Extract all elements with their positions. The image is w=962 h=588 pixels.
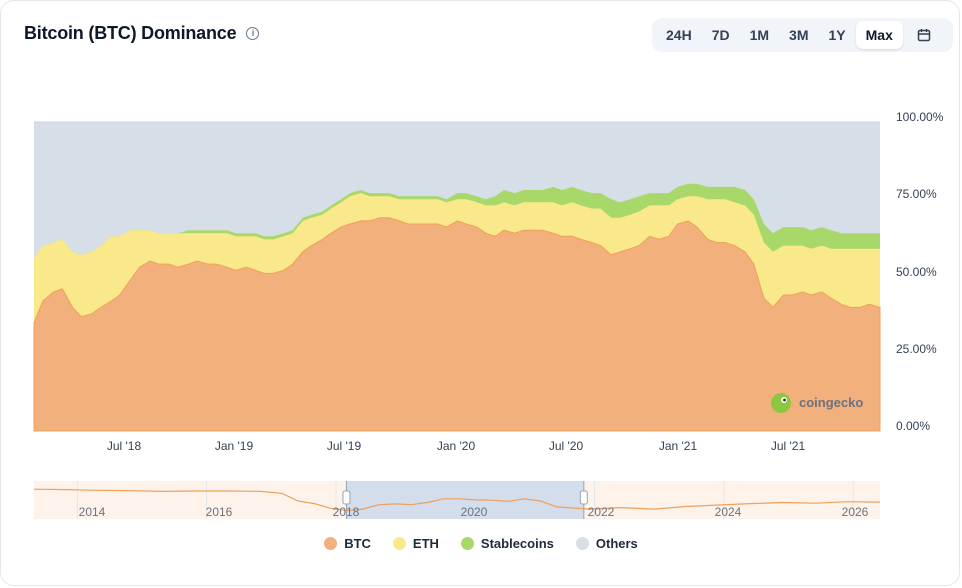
navigator-year-label: 2024: [715, 505, 742, 519]
page-title: Bitcoin (BTC) Dominance: [24, 23, 237, 43]
navigator-right-handle[interactable]: [579, 490, 588, 505]
navigator-year-label: 2020: [461, 505, 488, 519]
x-tick-label: Jan '21: [659, 439, 698, 453]
legend-label: ETH: [412, 536, 439, 551]
x-tick-label: Jul '18: [107, 439, 142, 453]
navigator-year-labels: 2014 2016 2018 2020 2022 2024 2026: [79, 505, 869, 519]
chart-title-row: Bitcoin (BTC) Dominance i: [24, 23, 260, 44]
y-tick-label: 75.00%: [896, 187, 937, 201]
calendar-icon[interactable]: [909, 22, 939, 48]
legend-label: Stablecoins: [480, 536, 554, 551]
navigator-selection: [346, 481, 584, 519]
watermark-text: coingecko: [799, 395, 863, 410]
x-tick-label: Jul '21: [771, 439, 806, 453]
tab-1m[interactable]: 1M: [749, 27, 770, 43]
legend-label: BTC: [344, 536, 371, 551]
y-tick-label: 25.00%: [896, 342, 937, 356]
y-tick-label: 100.00%: [896, 110, 944, 124]
legend: BTC ETH Stablecoins Others: [0, 536, 962, 551]
coingecko-logo-icon: [771, 393, 791, 413]
coingecko-watermark: coingecko: [771, 393, 863, 413]
navigator-year-label: 2016: [206, 505, 233, 519]
navigator-year-label: 2026: [842, 505, 869, 519]
tab-1y[interactable]: 1Y: [828, 27, 846, 43]
tab-max[interactable]: Max: [855, 21, 903, 49]
legend-item-btc[interactable]: BTC: [324, 536, 371, 551]
x-tick-label: Jul '20: [549, 439, 584, 453]
navigator-left-handle[interactable]: [342, 490, 351, 505]
x-tick-label: Jan '19: [215, 439, 254, 453]
tab-3m[interactable]: 3M: [789, 27, 809, 43]
x-tick-label: Jan '20: [437, 439, 476, 453]
navigator-year-label: 2014: [79, 505, 106, 519]
legend-item-stablecoins[interactable]: Stablecoins: [460, 536, 554, 551]
legend-swatch: [324, 537, 338, 550]
legend-item-eth[interactable]: ETH: [392, 536, 439, 551]
tab-24h[interactable]: 24H: [666, 27, 692, 43]
tab-7d[interactable]: 7D: [711, 27, 730, 43]
navigator-btc-line: [33, 488, 881, 512]
plot-area: [33, 121, 881, 432]
info-icon[interactable]: i: [246, 27, 260, 40]
navigator[interactable]: [33, 481, 881, 519]
navigator-year-label: 2022: [588, 505, 615, 519]
y-tick-label: 0.00%: [896, 419, 930, 433]
time-range-tabs: 24H 7D 1M 3M 1Y Max: [652, 18, 953, 52]
y-axis: 0.00% 25.00% 50.00% 75.00% 100.00%: [896, 110, 944, 433]
legend-label: Others: [595, 536, 638, 551]
x-tick-label: Jul '19: [327, 439, 362, 453]
x-axis: Jul '18 Jan '19 Jul '19 Jan '20 Jul '20 …: [107, 439, 806, 453]
navigator-year-label: 2018: [333, 505, 360, 519]
legend-swatch: [460, 537, 474, 550]
series-btc-area: [33, 217, 881, 432]
legend-swatch: [392, 537, 406, 550]
legend-item-others[interactable]: Others: [575, 536, 638, 551]
legend-swatch: [575, 537, 589, 550]
y-tick-label: 50.00%: [896, 265, 937, 279]
